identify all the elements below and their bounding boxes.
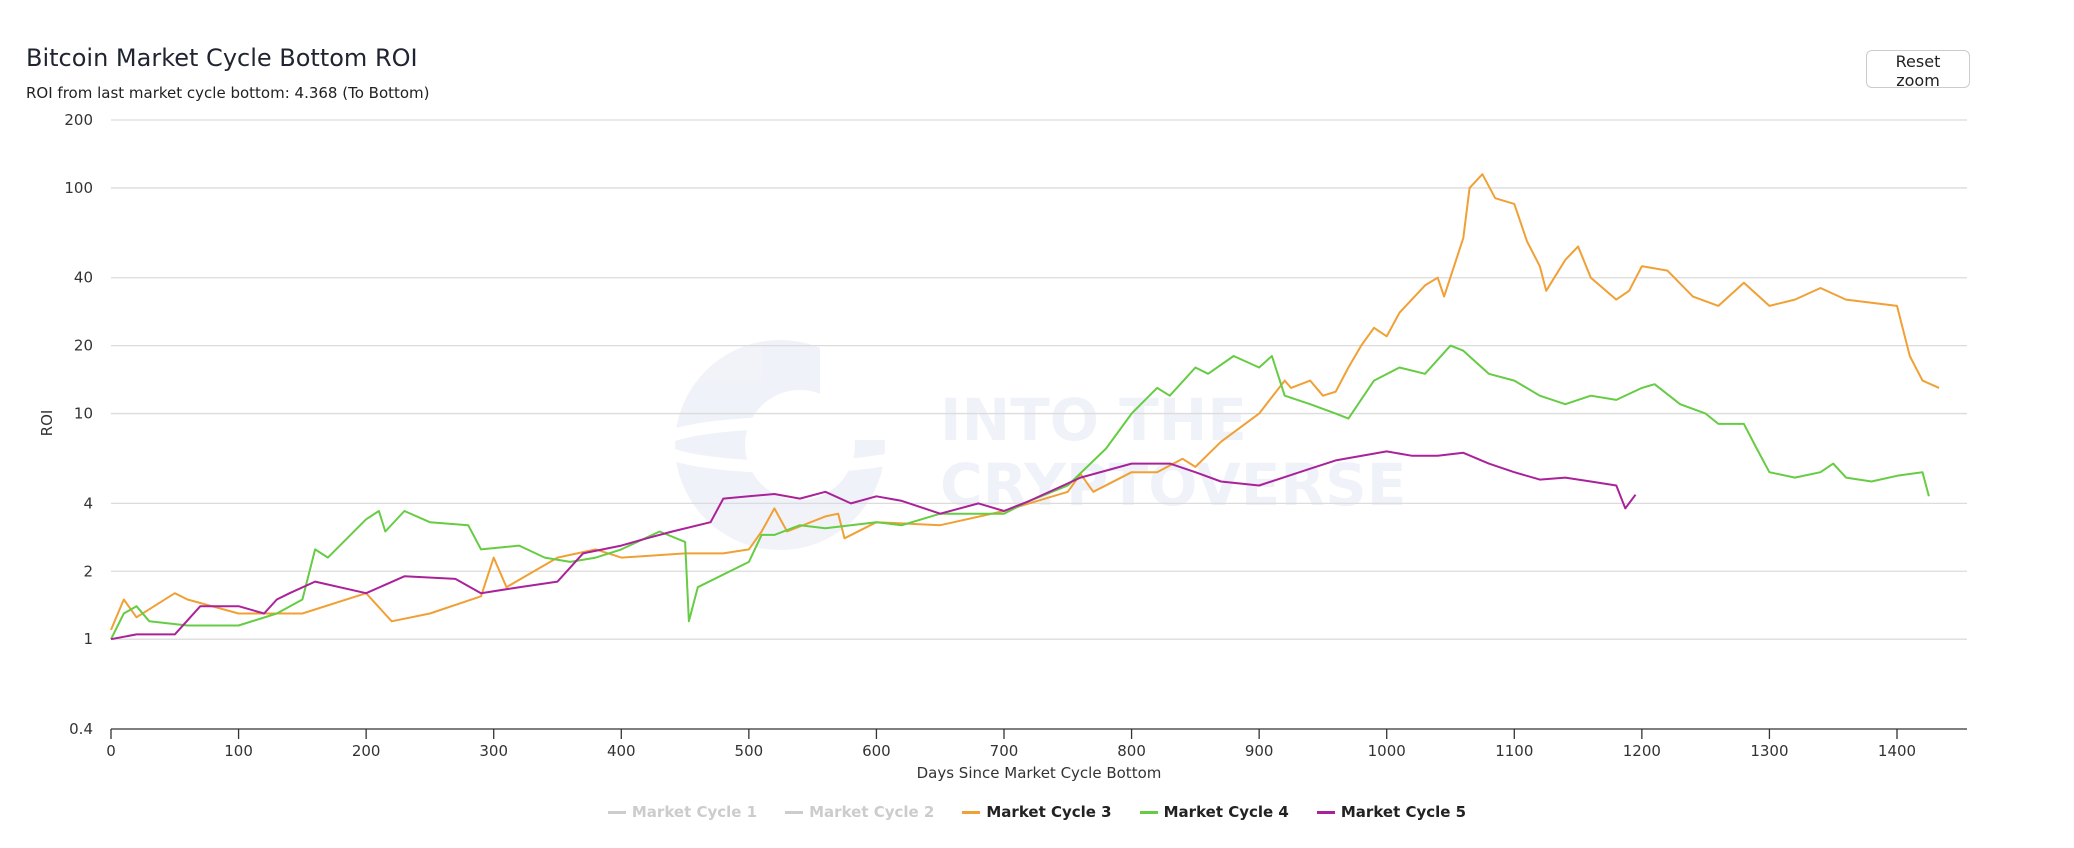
- x-tick-label: 1200: [1623, 742, 1661, 760]
- y-tick-label: 2: [83, 562, 93, 580]
- legend-item-market-cycle-3[interactable]: Market Cycle 3: [962, 803, 1112, 821]
- watermark-line1: INTO THE: [940, 386, 1247, 454]
- legend: Market Cycle 1 Market Cycle 2 Market Cycle…: [0, 803, 2074, 821]
- y-tick-label: 100: [64, 179, 93, 197]
- y-tick-label: 10: [74, 405, 93, 423]
- legend-swatch: [785, 810, 804, 814]
- y-axis-label: ROI: [38, 410, 56, 437]
- x-tick-label: 400: [607, 742, 636, 760]
- legend-label: Market Cycle 2: [809, 803, 935, 821]
- x-tick-label: 100: [224, 742, 253, 760]
- chart-subtitle: ROI from last market cycle bottom: 4.368…: [26, 84, 430, 102]
- x-tick-label: 600: [862, 742, 891, 760]
- y-tick-label: 4: [83, 494, 93, 512]
- x-tick-label: 800: [1117, 742, 1146, 760]
- x-tick-label: 500: [735, 742, 764, 760]
- legend-swatch: [1316, 810, 1335, 814]
- legend-label: Market Cycle 3: [986, 803, 1112, 821]
- x-tick-label: 1400: [1878, 742, 1916, 760]
- x-tick-label: 200: [352, 742, 381, 760]
- legend-item-market-cycle-2[interactable]: Market Cycle 2: [785, 803, 934, 821]
- legend-swatch: [607, 810, 626, 814]
- x-tick-label: 900: [1245, 742, 1274, 760]
- legend-swatch: [962, 810, 981, 814]
- y-tick-label: 200: [64, 111, 93, 129]
- watermark-logo: INTO THE CRYPTOVERSE: [654, 330, 1406, 550]
- x-tick-label: 1000: [1368, 742, 1406, 760]
- legend-item-market-cycle-5[interactable]: Market Cycle 5: [1316, 803, 1467, 821]
- x-axis-label: Days Since Market Cycle Bottom: [917, 764, 1162, 782]
- legend-item-market-cycle-1[interactable]: Market Cycle 1: [607, 803, 758, 821]
- series-line-market-cycle-5[interactable]: [110, 450, 1637, 641]
- legend-label: Market Cycle 4: [1163, 803, 1289, 821]
- legend-swatch: [1139, 810, 1158, 814]
- series-line-market-cycle-4[interactable]: [110, 344, 1930, 640]
- y-tick-label: 0.4: [69, 720, 93, 738]
- y-tick-label: 40: [74, 269, 93, 287]
- x-tick-label: 0: [106, 742, 116, 760]
- x-tick-label: 700: [990, 742, 1019, 760]
- y-tick-label: 1: [83, 630, 93, 648]
- legend-item-market-cycle-4[interactable]: Market Cycle 4: [1139, 803, 1289, 821]
- reset-zoom-button[interactable]: Reset zoom: [1866, 50, 1970, 90]
- legend-label: Market Cycle 1: [631, 803, 758, 821]
- y-tick-label: 20: [74, 337, 93, 355]
- legend-label: Market Cycle 5: [1340, 803, 1467, 821]
- x-tick-label: 1100: [1495, 742, 1533, 760]
- chart-title: Bitcoin Market Cycle Bottom ROI: [26, 44, 418, 72]
- series-line-market-cycle-3[interactable]: [110, 173, 1940, 631]
- x-tick-label: 1300: [1750, 742, 1788, 760]
- x-tick-label: 300: [479, 742, 508, 760]
